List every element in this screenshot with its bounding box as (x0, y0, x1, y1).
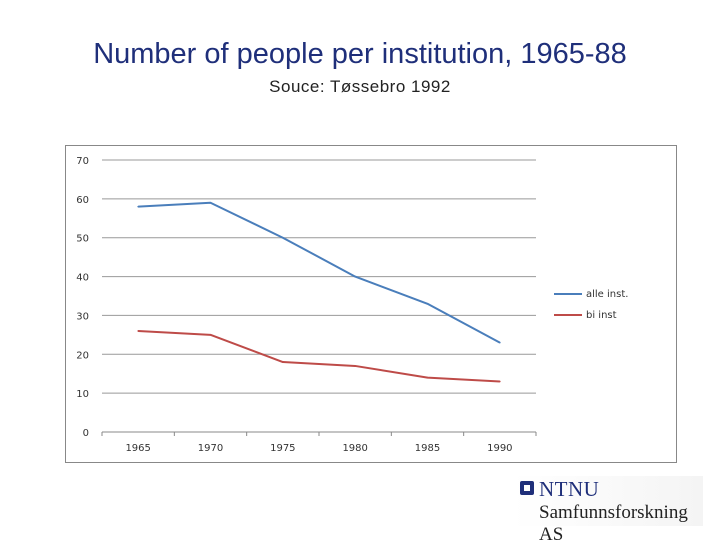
legend-label: alle inst. (586, 289, 628, 300)
x-tick-label: 1980 (342, 443, 367, 454)
logo-name: NTNU (539, 477, 600, 501)
data-point (209, 201, 212, 204)
x-tick-label: 1975 (270, 443, 295, 454)
y-tick-label: 40 (76, 273, 89, 284)
y-tick-label: 0 (83, 428, 89, 439)
page-subtitle: Souce: Tøssebro 1992 (269, 77, 451, 96)
y-tick-label: 50 (76, 234, 89, 245)
series-line-alle-inst (138, 201, 501, 344)
data-point (426, 302, 429, 305)
legend-label: bi inst (586, 310, 617, 321)
data-point (209, 334, 212, 336)
y-tick-label: 70 (76, 156, 89, 167)
x-tick-label: 1970 (198, 443, 223, 454)
chart-svg: 0 10 20 30 40 50 60 70 1965 1970 1975 1980 1985 1990… (76, 156, 628, 454)
chart: 0 10 20 30 40 50 60 70 1965 1970 1975 1980 1985 1990… (65, 145, 677, 463)
y-tick-label: 10 (76, 389, 89, 400)
page-title: Number of people per institution, 1965-8… (93, 38, 627, 70)
x-tick-label: 1985 (415, 443, 440, 454)
data-point (282, 361, 284, 363)
y-tick-label: 30 (76, 311, 89, 322)
data-point (426, 376, 429, 379)
ntnu-logo: NTNU Samfunnsforskning AS (513, 476, 703, 545)
series-line-bi-inst (138, 329, 500, 383)
data-point (282, 236, 284, 239)
y-tick-label: 60 (76, 195, 89, 206)
data-point (354, 365, 356, 367)
data-point (137, 205, 139, 208)
data-point (354, 275, 356, 278)
ntnu-logo-icon (520, 481, 534, 495)
data-point (499, 341, 501, 344)
data-point (499, 380, 501, 383)
logo-subtitle: Samfunnsforskning AS (539, 502, 688, 545)
data-point (137, 330, 139, 332)
x-tick-label: 1990 (487, 443, 512, 454)
x-tick-label: 1965 (125, 443, 150, 454)
y-tick-label: 20 (76, 350, 89, 361)
